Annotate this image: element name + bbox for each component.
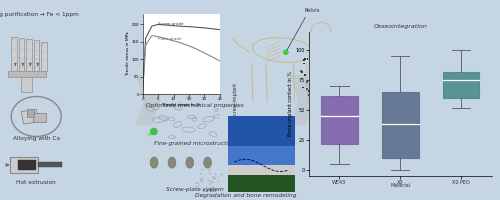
Text: Hot extrusion: Hot extrusion <box>16 180 56 185</box>
Bar <box>310 61 312 63</box>
Text: Material: Material <box>390 183 410 188</box>
Ellipse shape <box>186 157 194 168</box>
Bar <box>304 74 306 76</box>
Bar <box>322 52 324 53</box>
Bar <box>308 90 310 92</box>
Bar <box>343 65 345 67</box>
Polygon shape <box>290 75 314 125</box>
Bar <box>382 92 418 158</box>
Ellipse shape <box>150 128 158 135</box>
Text: Optimized mechanical properties: Optimized mechanical properties <box>146 102 244 108</box>
Bar <box>310 57 312 59</box>
Bar <box>228 116 295 146</box>
Text: Plate grade: Plate grade <box>158 37 182 41</box>
Bar <box>228 146 295 165</box>
Bar <box>341 72 342 74</box>
Bar <box>306 81 308 83</box>
Bar <box>300 70 302 72</box>
Bar <box>20 77 32 92</box>
Bar <box>316 52 318 54</box>
Bar <box>328 83 330 85</box>
Text: Fine-grained microstructure: Fine-grained microstructure <box>154 140 236 146</box>
Bar <box>27 109 34 116</box>
Bar <box>300 71 302 73</box>
Bar <box>343 95 345 97</box>
Bar <box>33 112 46 121</box>
Bar <box>338 71 340 73</box>
Bar <box>327 54 328 56</box>
Bar <box>316 74 318 76</box>
Bar <box>321 96 358 144</box>
Bar <box>311 62 312 64</box>
Bar <box>334 66 335 68</box>
Bar <box>228 175 295 192</box>
Title: Mg purification → Fe < 1ppm: Mg purification → Fe < 1ppm <box>0 12 78 17</box>
Bar <box>8 71 46 77</box>
Bar <box>332 81 334 82</box>
Bar <box>314 53 316 55</box>
Ellipse shape <box>168 157 176 168</box>
X-axis label: Tensile strain in %: Tensile strain in % <box>162 103 201 107</box>
Bar <box>41 42 47 71</box>
Bar <box>312 85 314 87</box>
Bar <box>303 63 305 64</box>
Bar <box>306 58 308 60</box>
Text: Screw implant: Screw implant <box>234 82 238 118</box>
Bar <box>26 39 32 71</box>
Title: Osseointegration: Osseointegration <box>374 24 427 29</box>
Bar <box>302 87 304 88</box>
Text: Screw-plate system: Screw-plate system <box>166 188 224 192</box>
Bar <box>324 53 325 55</box>
Bar <box>19 38 24 71</box>
Bar <box>310 60 312 62</box>
Y-axis label: Tensile stress in MPa: Tensile stress in MPa <box>126 32 130 76</box>
Bar <box>326 92 328 94</box>
Y-axis label: Bone implant contact in %: Bone implant contact in % <box>288 72 292 136</box>
Bar <box>326 79 328 81</box>
Bar <box>38 162 62 167</box>
Text: Degradation and bone remodeling: Degradation and bone remodeling <box>195 192 297 198</box>
Bar <box>332 61 334 63</box>
Bar <box>10 157 38 173</box>
Bar <box>326 67 328 69</box>
Bar <box>11 37 17 71</box>
Bar <box>18 160 36 170</box>
Ellipse shape <box>148 133 151 136</box>
Bar <box>330 52 332 54</box>
Bar <box>328 61 330 63</box>
Bar <box>304 58 306 60</box>
Bar <box>21 110 39 124</box>
Bar <box>314 87 316 88</box>
Text: Pelvis: Pelvis <box>304 7 320 12</box>
Bar <box>312 77 314 79</box>
Bar <box>443 72 480 98</box>
Ellipse shape <box>204 157 212 168</box>
Text: Alloying with Ca: Alloying with Ca <box>12 136 60 141</box>
Bar <box>324 75 326 77</box>
Bar <box>306 88 308 90</box>
Bar <box>304 59 306 61</box>
Bar <box>314 74 316 76</box>
Polygon shape <box>136 75 160 125</box>
Bar <box>34 40 40 71</box>
Bar <box>228 165 295 175</box>
Text: + PEO: + PEO <box>202 189 215 193</box>
Ellipse shape <box>150 157 158 168</box>
Circle shape <box>284 50 288 54</box>
Text: Screw grade: Screw grade <box>158 22 184 26</box>
Bar <box>308 94 310 96</box>
